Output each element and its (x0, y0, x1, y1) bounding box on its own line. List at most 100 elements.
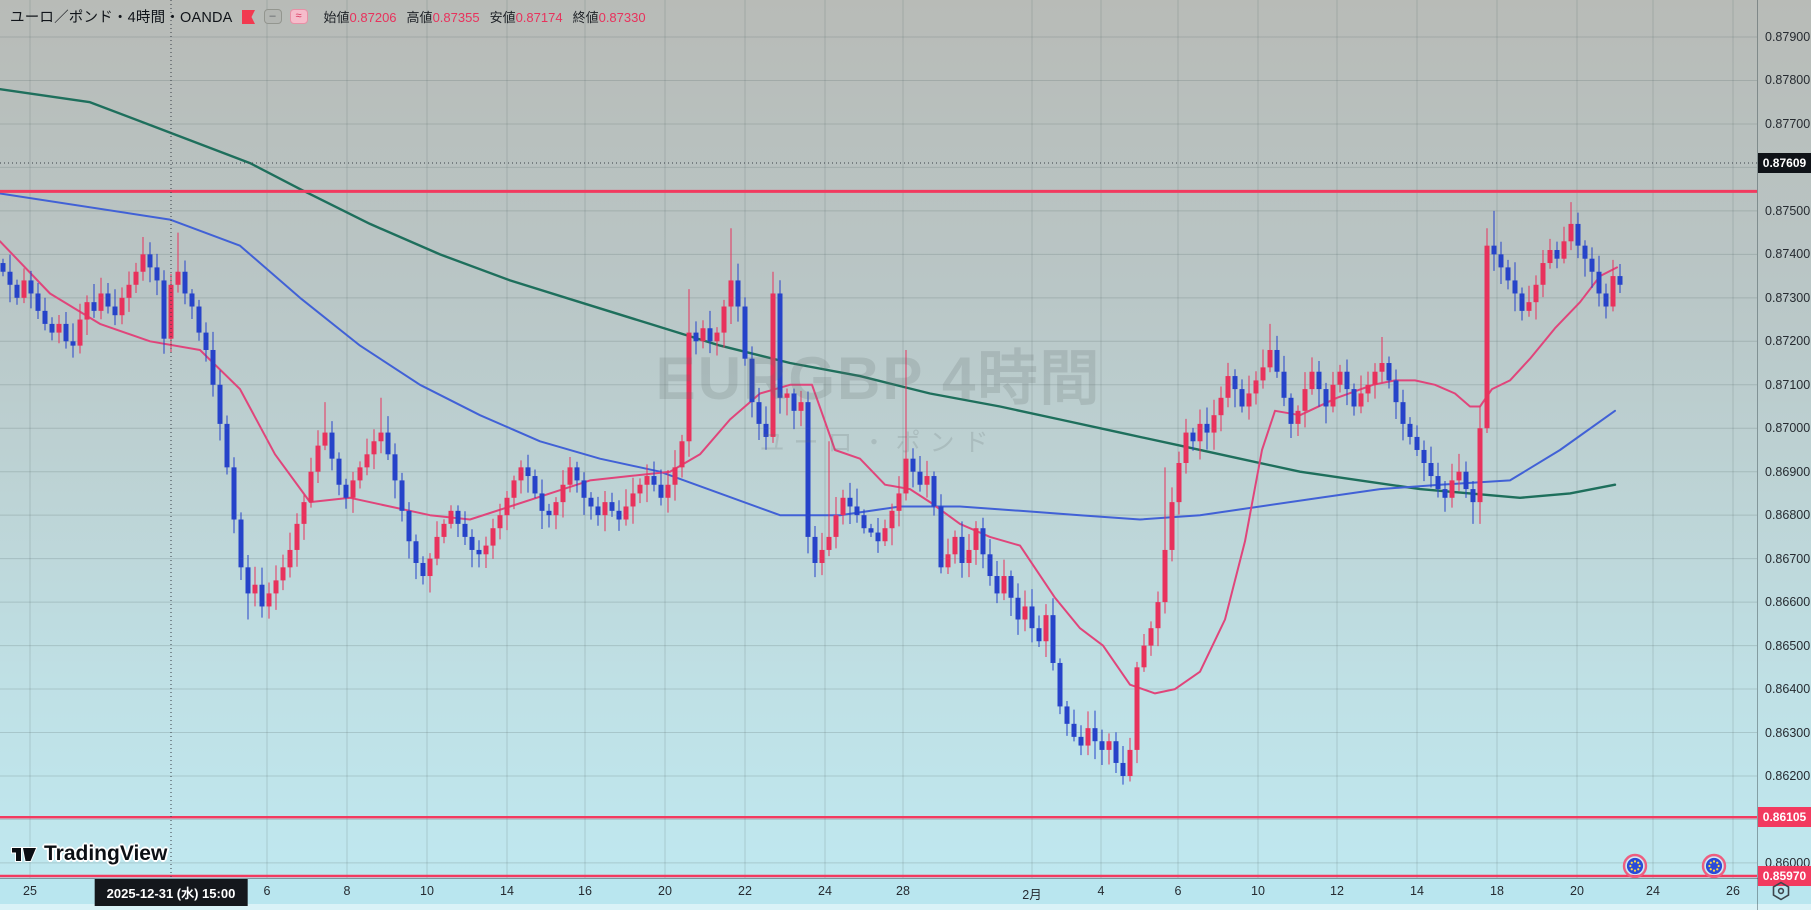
candle[interactable] (448, 505, 454, 529)
candle[interactable] (56, 314, 62, 344)
candle[interactable] (147, 242, 153, 283)
candle[interactable] (1379, 336, 1385, 383)
candle[interactable] (924, 460, 930, 498)
candle[interactable] (1575, 212, 1581, 259)
eu-economic-event-icon[interactable] (1622, 853, 1648, 879)
candle[interactable] (91, 283, 97, 318)
candle[interactable] (245, 554, 251, 620)
candle[interactable] (1344, 359, 1350, 406)
candle[interactable] (1449, 463, 1455, 508)
candle[interactable] (840, 489, 846, 525)
candle[interactable] (595, 496, 601, 526)
candle[interactable] (329, 421, 335, 471)
candle[interactable] (1316, 361, 1322, 407)
candle[interactable] (1463, 461, 1469, 498)
candle[interactable] (798, 390, 804, 427)
candle[interactable] (1393, 369, 1399, 419)
candle[interactable] (98, 277, 104, 320)
candle[interactable] (1421, 440, 1427, 482)
candle[interactable] (665, 469, 671, 513)
candle[interactable] (1134, 661, 1140, 764)
candle[interactable] (805, 391, 811, 554)
candle[interactable] (833, 496, 839, 549)
candle[interactable] (1288, 393, 1294, 438)
time-axis[interactable] (0, 878, 1811, 904)
candle[interactable] (266, 582, 272, 619)
candle[interactable] (1274, 335, 1280, 378)
candle[interactable] (14, 279, 20, 305)
candle[interactable] (476, 540, 482, 568)
candle[interactable] (287, 532, 293, 578)
candle[interactable] (1323, 382, 1329, 424)
candle[interactable] (1547, 238, 1553, 269)
candle[interactable] (1155, 591, 1161, 647)
candle[interactable] (455, 505, 461, 538)
candle[interactable] (1029, 589, 1035, 643)
candle[interactable] (728, 228, 734, 324)
candle[interactable] (539, 479, 545, 530)
candle[interactable] (1001, 559, 1007, 601)
candle[interactable] (1204, 407, 1210, 450)
candle[interactable] (1330, 371, 1336, 413)
axis-settings-gear-icon[interactable] (1768, 880, 1794, 902)
candle[interactable] (273, 565, 279, 610)
candle[interactable] (280, 554, 286, 591)
candle[interactable] (714, 327, 720, 356)
candle[interactable] (504, 491, 510, 531)
candle[interactable] (938, 494, 944, 574)
candle[interactable] (973, 521, 979, 565)
candle[interactable] (1568, 202, 1574, 251)
candle[interactable] (693, 321, 699, 355)
candle[interactable] (511, 475, 517, 510)
candle[interactable] (406, 502, 412, 559)
candle[interactable] (770, 271, 776, 443)
candle[interactable] (126, 271, 132, 312)
candle[interactable] (343, 478, 349, 509)
candle[interactable] (119, 287, 125, 325)
candle[interactable] (161, 270, 167, 354)
candle[interactable] (644, 464, 650, 503)
candle[interactable] (1435, 462, 1441, 498)
candle[interactable] (1414, 425, 1420, 457)
candle[interactable] (49, 317, 55, 341)
candle[interactable] (35, 282, 41, 320)
candle[interactable] (217, 370, 223, 441)
candle[interactable] (1533, 275, 1539, 320)
candle[interactable] (196, 299, 202, 341)
candle[interactable] (994, 560, 1000, 604)
candle[interactable] (336, 452, 342, 496)
candle[interactable] (623, 489, 629, 526)
candle[interactable] (721, 299, 727, 348)
candle[interactable] (791, 388, 797, 430)
candle[interactable] (105, 282, 111, 314)
candle[interactable] (1295, 405, 1301, 437)
candle[interactable] (462, 511, 468, 546)
candle[interactable] (294, 513, 300, 567)
candle[interactable] (413, 534, 419, 580)
candle[interactable] (1309, 357, 1315, 395)
candle[interactable] (868, 523, 874, 537)
candle[interactable] (1092, 710, 1098, 760)
candle[interactable] (987, 539, 993, 586)
candle[interactable] (1176, 451, 1182, 515)
candle[interactable] (259, 567, 265, 618)
candle[interactable] (210, 331, 216, 397)
candle[interactable] (784, 388, 790, 416)
candle[interactable] (1337, 364, 1343, 393)
candle[interactable] (854, 488, 860, 523)
candle[interactable] (819, 532, 825, 576)
candle[interactable] (385, 416, 391, 461)
candle[interactable] (812, 526, 818, 578)
candle[interactable] (1085, 711, 1091, 756)
candle[interactable] (1232, 369, 1238, 408)
candle[interactable] (154, 253, 160, 296)
candle[interactable] (588, 492, 594, 520)
candle[interactable] (672, 450, 678, 501)
candle[interactable] (63, 312, 69, 349)
candle[interactable] (861, 509, 867, 534)
candle[interactable] (1043, 604, 1049, 657)
candle[interactable] (553, 497, 559, 530)
candle[interactable] (630, 477, 636, 524)
candle[interactable] (21, 268, 27, 304)
candle[interactable] (1554, 241, 1560, 269)
